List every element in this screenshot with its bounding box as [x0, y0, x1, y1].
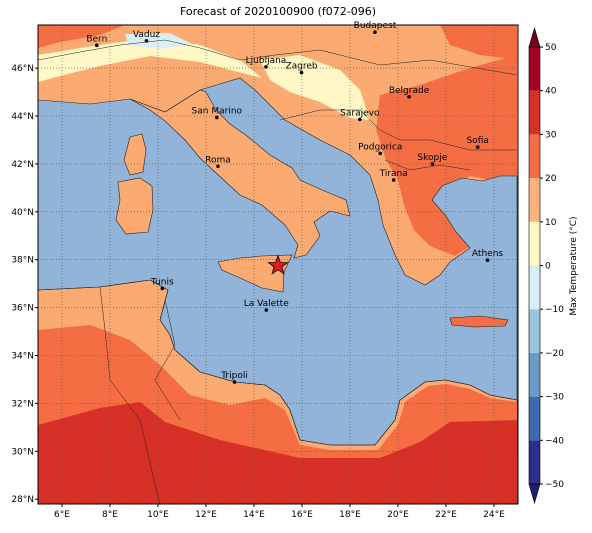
colorbar-label: Max Temperature (°C)	[569, 216, 579, 315]
city-label: Sarajevo	[340, 108, 380, 118]
map-frame	[37, 24, 519, 505]
x-tick-label: 12°E	[195, 510, 217, 520]
city-dot	[215, 115, 219, 120]
city-dot	[373, 30, 377, 34]
colorbar-tick-label: −40	[545, 436, 564, 446]
y-tick-label: 46°N	[11, 64, 34, 74]
colorbar: −50 −40 −30 −20 −10 0 10 20 30 40 50	[528, 26, 564, 505]
colorbar-bin	[529, 90, 540, 135]
colorbar-bin	[529, 178, 540, 222]
crete	[449, 315, 509, 328]
city-label: Skopje	[417, 153, 447, 163]
map-title: Forecast of 2020100900 (f072-096)	[180, 5, 376, 18]
x-tick-label: 24°E	[483, 510, 505, 520]
y-tick-label: 44°N	[11, 112, 34, 122]
city-label: Podgorica	[358, 142, 402, 152]
grid: 6°E 8°E 10°E 12°E 14°E 16°E 18°E 20°E 22°E 24°E 28…	[11, 25, 518, 520]
x-tick-label: 22°E	[435, 510, 457, 520]
y-tick-label: 36°N	[11, 304, 34, 314]
city-dot	[391, 178, 396, 182]
colorbar-under	[528, 483, 541, 505]
border	[38, 39, 518, 76]
warm-region	[440, 25, 517, 60]
y-tick-label: 32°N	[11, 399, 34, 409]
city-label: Zagreb	[285, 62, 317, 72]
colorbar-bin	[529, 440, 540, 484]
colorbar-tick-label: −30	[545, 393, 564, 403]
x-tick-label: 16°E	[291, 510, 313, 520]
colorbar-bin	[529, 47, 540, 91]
colorbar-tick-label: 40	[545, 87, 557, 97]
city-dot	[407, 95, 411, 99]
border	[384, 159, 471, 171]
colorbar-tick-label: −10	[545, 305, 564, 315]
cool-region	[260, 55, 370, 120]
colorbar-tick-label: 10	[545, 218, 557, 228]
colorbar-bin	[529, 265, 540, 310]
city-label: San Marino	[192, 106, 243, 116]
colorbar-bin	[529, 221, 540, 266]
coastline	[38, 279, 518, 446]
x-tick-label: 8°E	[102, 510, 118, 520]
border	[154, 299, 181, 421]
italy	[129, 89, 351, 259]
city-dot	[160, 286, 165, 291]
city-dot	[430, 162, 435, 166]
city-label: La Valette	[244, 299, 289, 309]
corsica	[123, 133, 147, 176]
warm-region	[38, 25, 125, 48]
city-dot	[216, 164, 220, 169]
x-tick-label: 14°E	[243, 510, 265, 520]
city-dot	[475, 145, 480, 149]
y-tick-label: 34°N	[11, 352, 34, 362]
y-tick-label: 28°N	[11, 495, 34, 505]
y-tick-label: 30°N	[11, 447, 34, 457]
city-label: Belgrade	[389, 86, 430, 96]
city-label: Athens	[472, 249, 503, 259]
city-label: Vaduz	[133, 30, 160, 40]
city-label: Tripoli	[220, 371, 248, 381]
city-label: Tunis	[150, 277, 174, 287]
colorbar-tick-label: 30	[545, 130, 557, 140]
colorbar-tick-label: −20	[545, 349, 564, 359]
cold-region	[125, 33, 192, 49]
warm-region	[376, 55, 517, 256]
city-dot	[264, 65, 268, 69]
city-dot	[232, 380, 237, 384]
city-dot	[358, 117, 362, 122]
city-dot	[144, 39, 149, 43]
city-label: Budapest	[354, 21, 397, 31]
x-tick-label: 6°E	[54, 510, 70, 520]
colorbar-bin	[529, 352, 540, 397]
city-dot	[95, 43, 99, 48]
colorbar-tick-label: 0	[545, 262, 551, 272]
star-marker	[267, 254, 289, 275]
city-dot	[485, 258, 490, 262]
x-tick-label: 10°E	[147, 510, 169, 520]
city-label: Ljubljana	[246, 56, 287, 66]
colorbar-tick-label: 50	[545, 43, 557, 53]
colorbar-tick-label: 20	[545, 174, 557, 184]
x-tick-label: 18°E	[339, 510, 361, 520]
city-label: Bern	[86, 34, 107, 44]
city-label: Tirana	[379, 169, 408, 179]
colorbar-bin	[529, 134, 540, 179]
y-tick-label: 40°N	[11, 208, 34, 218]
colorbar-tick-label: −50	[545, 480, 564, 490]
city-label: Sofia	[466, 136, 488, 146]
city-label: Roma	[205, 155, 231, 165]
city-dot	[299, 70, 304, 75]
colorbar-bin	[529, 309, 540, 353]
y-tick-label: 42°N	[11, 160, 34, 170]
colorbar-bin	[529, 396, 540, 441]
y-tick-label: 38°N	[11, 256, 34, 266]
border	[279, 109, 517, 151]
city-dot	[378, 151, 383, 156]
x-tick-label: 20°E	[387, 510, 409, 520]
sardinia	[115, 177, 154, 235]
colorbar-over	[528, 26, 541, 48]
city-dot	[264, 308, 269, 312]
